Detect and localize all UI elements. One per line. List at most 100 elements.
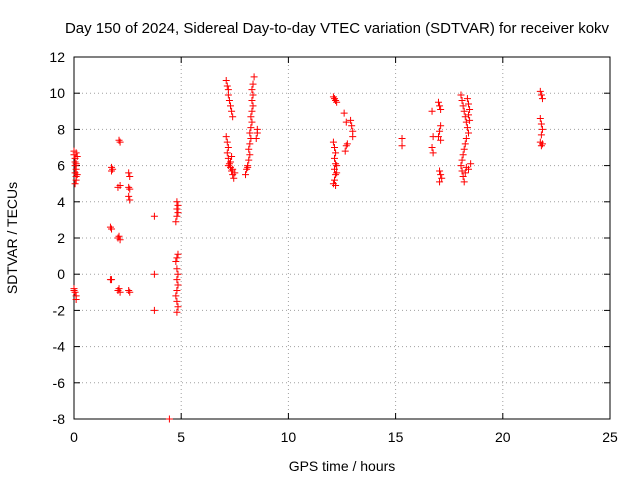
data-point-plus <box>467 160 475 168</box>
data-point-plus <box>150 212 158 220</box>
data-point-plus <box>125 183 133 191</box>
data-point-plus <box>458 167 466 175</box>
data-point-plus <box>436 127 444 135</box>
data-point-plus <box>437 171 445 179</box>
data-point-plus <box>247 124 255 132</box>
data-points <box>70 73 546 423</box>
data-point-plus <box>459 172 467 180</box>
data-point-plus <box>461 169 469 177</box>
data-point-plus <box>225 160 233 168</box>
data-point-plus <box>172 218 180 226</box>
y-tick-labels: -8 -6 -4 -2 0 2 4 6 8 10 12 <box>49 49 65 427</box>
data-point-plus <box>227 102 235 110</box>
data-point-plus <box>437 105 445 113</box>
data-point-plus <box>116 138 124 146</box>
data-point-plus <box>348 122 356 130</box>
data-point-plus <box>115 232 123 240</box>
data-point-plus <box>230 174 238 182</box>
data-point-plus <box>174 250 182 258</box>
data-point-plus <box>244 163 252 171</box>
data-point-plus <box>434 98 442 106</box>
data-point-plus <box>114 286 122 294</box>
data-point-plus <box>466 105 474 113</box>
data-point-plus <box>253 129 261 137</box>
y-tick-label: -2 <box>53 302 66 318</box>
data-point-plus <box>224 162 232 170</box>
data-point-plus <box>332 96 340 104</box>
data-point-plus <box>457 91 465 99</box>
x-tick-label: 15 <box>388 429 404 445</box>
data-point-plus <box>249 102 257 110</box>
data-point-plus <box>537 91 545 99</box>
data-point-plus <box>428 144 436 151</box>
x-axis-label: GPS time / hours <box>289 458 396 474</box>
y-tick-label: 4 <box>57 194 65 210</box>
data-point-plus <box>436 167 444 175</box>
data-point-plus <box>223 82 231 90</box>
data-point-plus <box>228 107 236 115</box>
data-point-plus <box>172 292 180 300</box>
data-point-plus <box>347 116 355 124</box>
data-point-plus <box>248 96 256 104</box>
data-point-plus <box>248 118 256 126</box>
y-tick-label: 8 <box>57 121 65 137</box>
data-point-plus <box>252 134 260 142</box>
data-point-plus <box>460 107 468 115</box>
data-point-plus <box>333 98 341 106</box>
data-point-plus <box>245 156 253 164</box>
data-point-plus <box>436 102 444 110</box>
data-point-plus <box>462 163 470 171</box>
data-point-plus <box>464 129 472 137</box>
y-tick-label: 10 <box>49 85 65 101</box>
data-point-plus <box>224 91 232 99</box>
data-point-plus <box>106 276 114 284</box>
data-point-plus <box>459 102 467 110</box>
data-point-plus <box>248 86 256 94</box>
data-point-plus <box>106 223 114 231</box>
data-point-plus <box>243 165 251 173</box>
y-tick-label: 2 <box>57 230 65 246</box>
data-point-plus <box>223 138 231 146</box>
data-point-plus <box>72 149 80 157</box>
data-point-plus <box>114 183 122 191</box>
data-point-plus <box>466 116 474 124</box>
data-point-plus <box>73 153 81 161</box>
y-tick-label: -4 <box>53 339 66 355</box>
x-tick-label: 20 <box>495 429 511 445</box>
data-point-plus <box>73 171 81 179</box>
data-point-plus <box>437 136 445 144</box>
data-point-plus <box>463 95 471 103</box>
data-point-plus <box>332 160 340 168</box>
data-point-plus <box>173 265 181 273</box>
data-point-plus <box>242 171 250 179</box>
data-point-plus <box>429 149 437 157</box>
data-point-plus <box>458 96 466 104</box>
data-point-plus <box>332 149 340 157</box>
data-point-plus <box>109 165 117 173</box>
x-tick-label: 10 <box>281 429 297 445</box>
data-point-plus <box>248 107 256 115</box>
data-point-plus <box>227 158 235 166</box>
data-point-plus <box>329 138 337 146</box>
data-point-plus <box>458 156 466 164</box>
data-point-plus <box>461 140 469 148</box>
axis-ticks <box>73 56 611 420</box>
data-point-plus <box>125 192 133 200</box>
chart-title: Day 150 of 2024, Sidereal Day-to-day VTE… <box>65 20 610 37</box>
data-point-plus <box>247 113 255 121</box>
data-point-plus <box>538 125 546 133</box>
data-point-plus <box>461 113 469 121</box>
data-point-plus <box>224 144 232 151</box>
data-point-plus <box>173 308 181 316</box>
data-point-plus <box>536 115 544 123</box>
data-point-plus <box>437 122 445 130</box>
data-point-plus <box>225 96 233 104</box>
data-point-plus <box>72 296 80 304</box>
y-tick-label: -6 <box>53 375 66 391</box>
x-tick-label: 0 <box>70 429 78 445</box>
data-point-plus <box>342 142 350 150</box>
data-point-plus <box>108 225 116 233</box>
data-point-plus <box>537 120 545 128</box>
data-point-plus <box>332 171 340 179</box>
data-point-plus <box>174 281 182 289</box>
